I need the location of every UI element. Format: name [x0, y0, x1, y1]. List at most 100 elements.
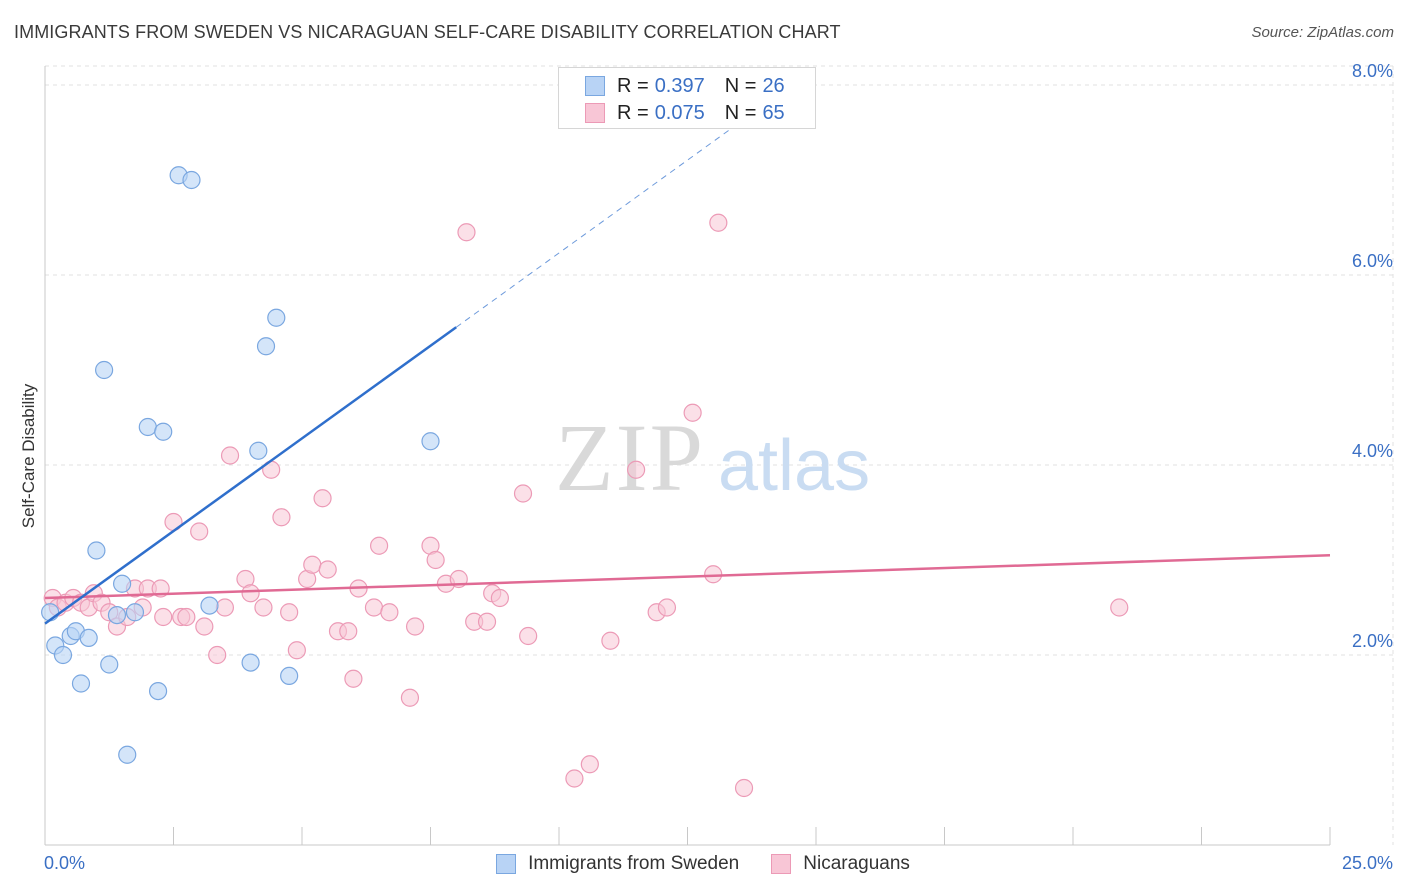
nicaraguan-point — [704, 565, 723, 584]
legend-swatch-sweden — [585, 76, 605, 96]
x-ticks — [173, 827, 1331, 845]
legend-n-label: N = — [724, 101, 757, 124]
y-tick-label: 4.0% — [1352, 441, 1393, 461]
nicaraguan-point — [580, 755, 599, 774]
series-legend: Immigrants from Sweden Nicaraguans — [0, 851, 1406, 877]
stats-legend: R = 0.397 N = 26 R = 0.075 N = 65 — [558, 67, 816, 129]
nicaraguan-point — [490, 588, 509, 608]
sweden-point — [256, 337, 276, 356]
series-swatch-nicaraguan — [771, 854, 792, 874]
y-axis-label: Self-Care Disability — [19, 383, 38, 528]
nicaraguan-point — [220, 446, 240, 465]
sweden-point — [267, 308, 286, 327]
sweden-trend-line — [44, 326, 457, 625]
sweden-point — [79, 628, 98, 648]
legend-r-value: 0.397 — [654, 74, 705, 97]
nicaraguan-point — [344, 669, 363, 688]
nicaraguan-point — [477, 612, 497, 631]
sweden-point — [112, 574, 132, 593]
nicaraguan-trend-line — [44, 554, 1331, 600]
nicaraguan-point — [513, 484, 533, 503]
nicaraguan-point — [215, 598, 234, 617]
nicaraguan-point — [380, 603, 399, 622]
nicaraguan-point — [318, 560, 337, 579]
nicaraguan-point — [400, 688, 420, 707]
sweden-point — [87, 541, 106, 560]
legend-n-value: 65 — [762, 101, 785, 124]
sweden-point — [41, 603, 60, 622]
nicaraguan-point — [457, 223, 476, 242]
nicaraguan-point — [734, 778, 754, 798]
nicaraguan-point — [151, 579, 170, 598]
legend-r-label: R = — [617, 101, 649, 124]
nicaraguan-point — [1110, 598, 1129, 617]
sweden-point — [138, 417, 157, 437]
nicaraguan-point — [303, 555, 322, 574]
x-tick-label-max: 25.0% — [1342, 853, 1393, 873]
sweden-point — [100, 655, 119, 674]
sweden-point — [249, 441, 268, 460]
y-tick-labels: 2.0% 4.0% 6.0% 8.0% — [1352, 61, 1393, 651]
sweden-point — [182, 170, 201, 190]
nicaraguan-point — [287, 641, 306, 660]
sweden-point — [200, 596, 219, 615]
source-label: Source: ZipAtlas.com — [1251, 24, 1394, 41]
watermark-zip: ZIP — [555, 404, 705, 511]
nicaraguan-point — [154, 607, 173, 627]
legend-n-value: 26 — [762, 74, 785, 97]
sweden-point — [107, 605, 127, 625]
legend-row-sweden: R = 0.397 N = 26 — [585, 72, 785, 100]
sweden-point — [125, 603, 145, 622]
nicaraguan-point — [657, 598, 677, 617]
y-tick-label: 6.0% — [1352, 251, 1393, 271]
nicaraguan-points — [43, 213, 1129, 798]
legend-n-label: N = — [724, 74, 757, 97]
y-tick-label: 8.0% — [1352, 61, 1393, 81]
sweden-point — [95, 360, 114, 380]
nicaraguan-point — [195, 617, 214, 636]
nicaraguan-point — [709, 213, 728, 232]
nicaraguan-point — [272, 508, 291, 527]
nicaraguan-point — [370, 536, 389, 555]
sweden-point — [154, 422, 173, 441]
chart-title: IMMIGRANTS FROM SWEDEN VS NICARAGUAN SEL… — [14, 22, 841, 42]
nicaraguan-point — [426, 550, 445, 570]
x-tick-label-min: 0.0% — [44, 853, 85, 873]
y-tick-label: 2.0% — [1352, 631, 1393, 651]
watermark: ZIP atlas — [555, 404, 870, 511]
sweden-point — [148, 681, 168, 701]
series-label-nicaraguan: Nicaraguans — [803, 853, 910, 874]
sweden-point — [71, 674, 91, 693]
legend-r-label: R = — [617, 74, 649, 97]
legend-row-nicaraguan: R = 0.075 N = 65 — [585, 99, 785, 127]
legend-r-value: 0.075 — [654, 101, 705, 124]
nicaraguan-point — [626, 460, 646, 479]
sweden-point — [421, 432, 440, 451]
nicaraguan-point — [254, 598, 273, 617]
nicaraguan-point — [190, 522, 209, 541]
nicaraguan-point — [241, 584, 260, 603]
legend-swatch-nicaraguan — [585, 103, 605, 123]
series-legend-item-sweden[interactable]: Immigrants from Sweden — [496, 853, 739, 875]
nicaraguan-point — [339, 622, 358, 641]
sweden-point — [118, 745, 137, 764]
trend-lines — [44, 122, 1331, 625]
watermark-atlas: atlas — [718, 426, 870, 506]
nicaraguan-point — [364, 598, 384, 617]
series-label-sweden: Immigrants from Sweden — [528, 853, 740, 874]
sweden-point — [53, 645, 73, 665]
sweden-point — [280, 666, 299, 686]
nicaraguan-point — [519, 626, 538, 646]
nicaraguan-point — [208, 645, 227, 665]
nicaraguan-point — [565, 769, 584, 788]
series-legend-item-nicaraguan[interactable]: Nicaraguans — [771, 853, 910, 875]
sweden-point — [241, 653, 260, 672]
nicaraguan-point — [177, 607, 196, 627]
sweden-trend-extension — [455, 122, 740, 328]
nicaraguan-point — [280, 603, 299, 622]
nicaraguan-point — [683, 403, 702, 422]
series-swatch-sweden — [496, 854, 517, 874]
nicaraguan-point — [405, 617, 425, 636]
nicaraguan-point — [601, 631, 620, 650]
